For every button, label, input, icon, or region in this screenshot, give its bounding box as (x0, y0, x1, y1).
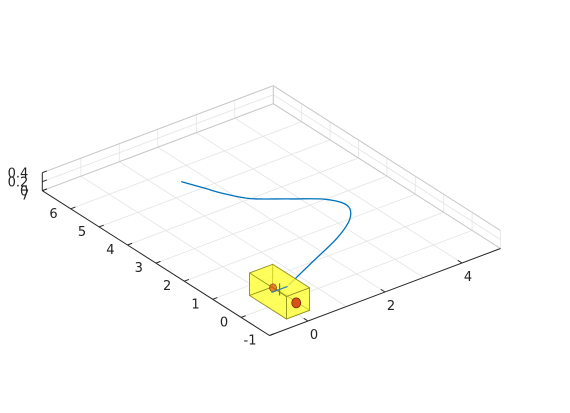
y-tick-label: 6 (49, 207, 57, 222)
y-tick-mark (99, 225, 104, 227)
floor-grid-line (99, 140, 330, 227)
y-tick-mark (128, 243, 133, 245)
y-tick-label: 3 (135, 261, 143, 276)
z-tick-mark (42, 189, 47, 191)
box-edge (273, 86, 500, 231)
z-tick-label: 0.4 (8, 167, 29, 182)
y-tick-mark (241, 316, 246, 318)
x-tick-mark (458, 260, 462, 263)
side-wall-grid-line (273, 95, 500, 240)
x-tick-mark (304, 318, 308, 321)
box-edge (42, 104, 273, 191)
z-tick-mark (42, 171, 47, 173)
y-tick-label: 1 (191, 297, 199, 312)
y-tick-label: 2 (163, 279, 171, 294)
floor-grid-line (213, 212, 444, 299)
y-tick-mark (156, 261, 161, 263)
floor-grid-line (184, 194, 415, 281)
floor-grid-line (156, 176, 387, 263)
y-tick-label: 4 (106, 243, 114, 258)
y-tick-mark (184, 279, 189, 281)
y-tick-mark (213, 298, 218, 300)
floor-grid-line (128, 158, 359, 245)
x-tick-mark (381, 289, 385, 292)
y-tick-mark (270, 334, 275, 336)
floor-grid-line (71, 122, 302, 209)
vehicle-wheel (292, 298, 301, 308)
x-tick-label: 4 (464, 270, 472, 285)
x-tick-label: 2 (387, 299, 395, 314)
x-tick-label: 0 (310, 328, 318, 343)
y-tick-label: 5 (78, 225, 86, 240)
box-edge (273, 104, 500, 249)
y-tick-label: 0 (220, 315, 228, 330)
z-tick-mark (42, 180, 47, 182)
back-wall-grid-line (42, 95, 273, 182)
y-tick-label: -1 (244, 334, 257, 349)
y-tick-mark (71, 207, 76, 209)
